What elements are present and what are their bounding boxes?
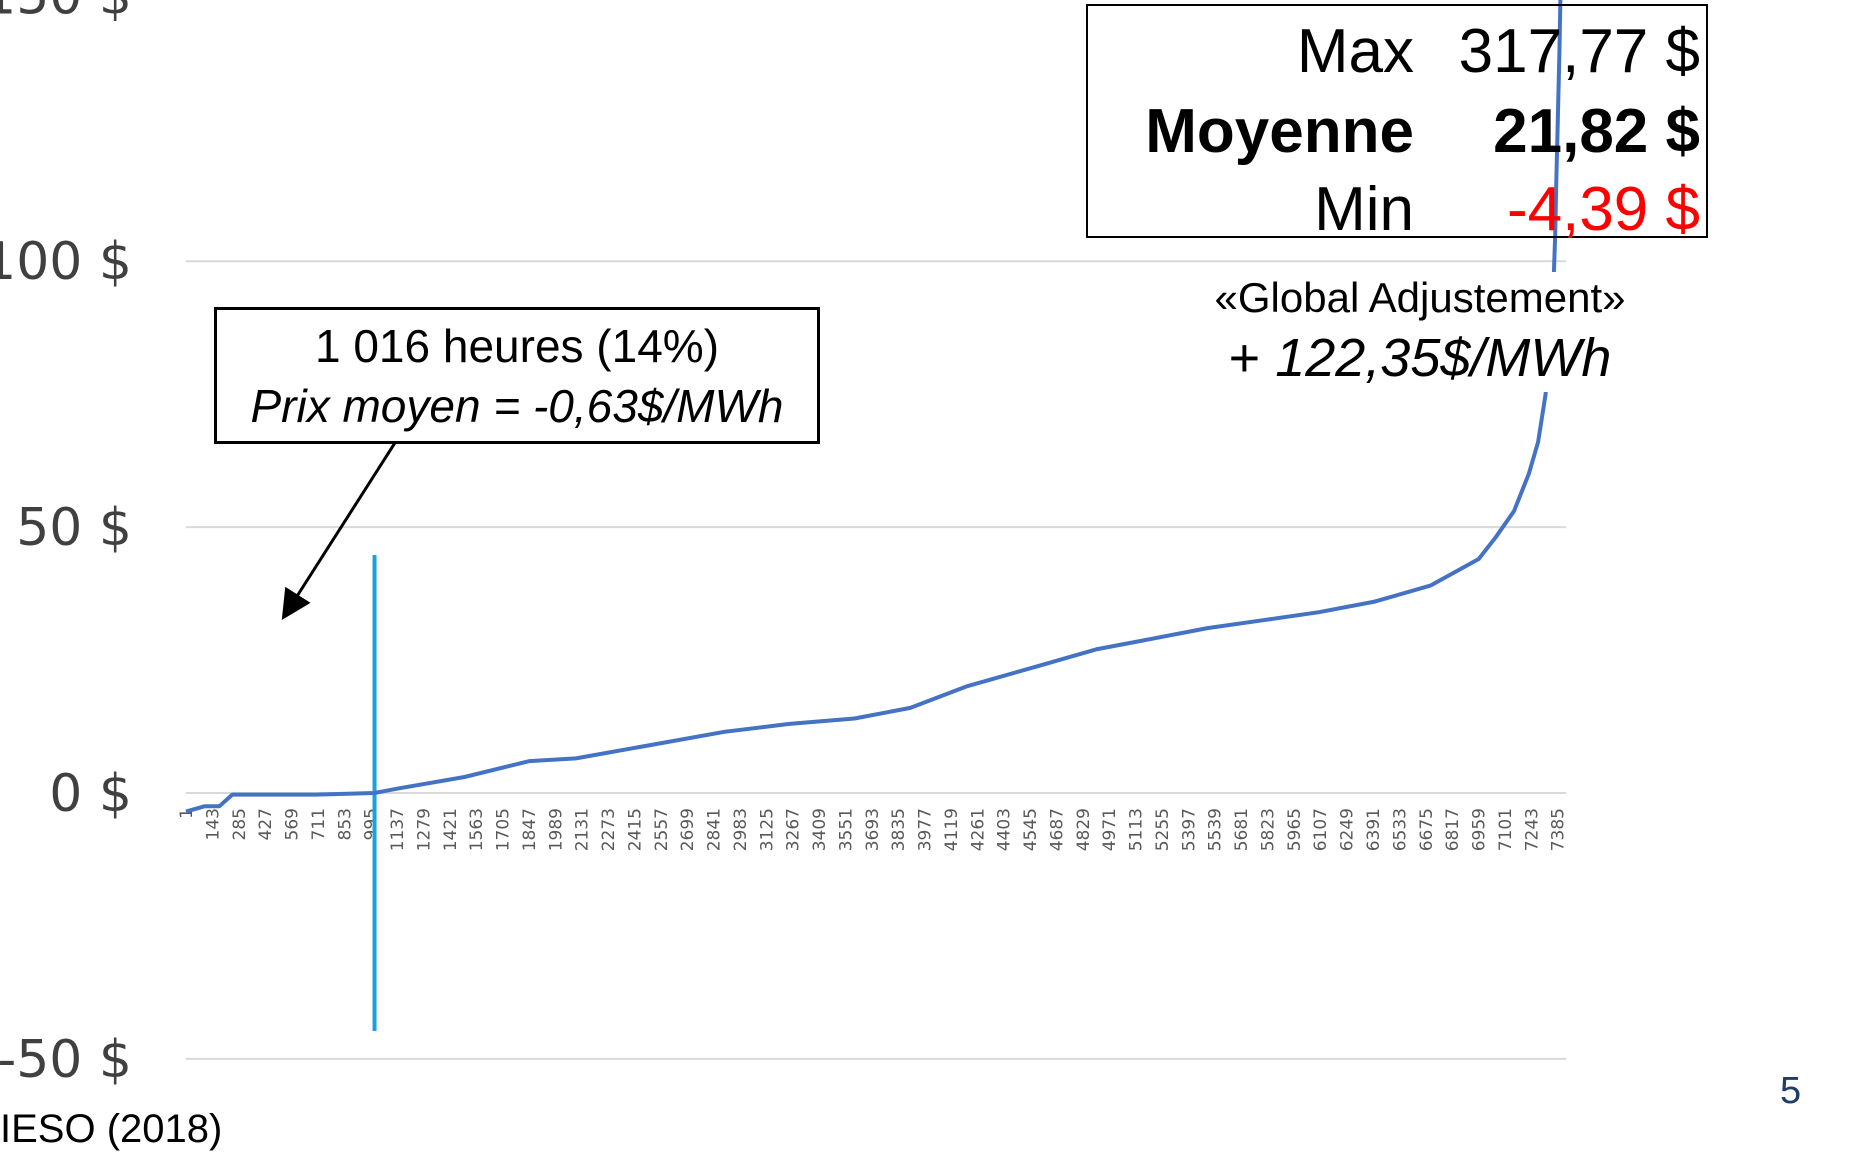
x-tick-label: 6391 <box>1364 808 1384 851</box>
x-tick-label: 6675 <box>1417 808 1437 851</box>
stat-row-max: Max 317,77 $ <box>1088 14 1706 90</box>
gridlines <box>186 260 1566 1060</box>
x-tick-label: 569 <box>283 808 303 840</box>
x-tick-label: 1421 <box>441 808 461 851</box>
callout-box: 1 016 heures (14%) Prix moyen = -0,63$/M… <box>214 307 820 444</box>
x-tick-label: 2983 <box>731 808 751 851</box>
x-tick-label: 7243 <box>1522 808 1542 851</box>
x-tick-label: 3977 <box>916 808 936 851</box>
x-tick-label: 427 <box>256 808 276 840</box>
y-tick-label: -50 $ <box>0 1030 132 1090</box>
x-tick-label: 1989 <box>546 808 566 851</box>
x-tick-label: 1705 <box>494 808 514 851</box>
y-tick-label: 50 $ <box>16 498 132 558</box>
max-label: Max <box>1296 17 1414 86</box>
y-axis-ticks: -50 $0 $50 $100 $150 $200 $250 $ <box>0 0 132 1090</box>
x-tick-label: 5113 <box>1127 808 1147 851</box>
x-tick-label: 6107 <box>1311 808 1331 851</box>
y-tick-label: 100 $ <box>0 232 132 292</box>
source-citation: IESO (2018) <box>0 1107 223 1151</box>
x-tick-label: 4403 <box>995 808 1015 851</box>
global-adjustment-note: «Global Adjustement» + 122,35$/MWh <box>1140 272 1700 392</box>
global-adjustment-value: + 122,35$/MWh <box>1140 324 1700 392</box>
x-tick-label: 5823 <box>1258 808 1278 851</box>
page-number: 5 <box>1780 1070 1802 1112</box>
mean-value: 21,82 $ <box>1493 97 1700 166</box>
x-tick-label: 3551 <box>836 808 856 851</box>
x-tick-label: 2273 <box>599 808 619 851</box>
x-tick-label: 6817 <box>1443 808 1463 851</box>
x-tick-label: 1 <box>177 808 197 819</box>
x-tick-label: 4971 <box>1100 808 1120 851</box>
x-axis-ticks: 1 143 285 427 569 711 853 995 1137 1279 1421 1563 17… <box>177 808 1569 851</box>
x-tick-label: 995 <box>362 808 382 840</box>
x-tick-label: 7385 <box>1549 808 1569 851</box>
x-tick-label: 6249 <box>1338 808 1358 851</box>
callout-hours: 1 016 heures (14%) <box>314 320 720 372</box>
callout-average-price: Prix moyen = -0,63$/MWh <box>250 380 784 432</box>
x-tick-label: 2557 <box>652 808 672 851</box>
x-tick-label: 7101 <box>1496 808 1516 851</box>
x-tick-label: 711 <box>309 808 329 840</box>
x-tick-label: 3693 <box>863 808 883 851</box>
x-tick-label: 143 <box>203 808 223 840</box>
x-tick-label: 4545 <box>1021 808 1041 851</box>
series-group <box>185 0 1563 814</box>
y-tick-label: 0 $ <box>49 764 132 824</box>
x-tick-label: 3267 <box>784 808 804 851</box>
x-tick-label: 3835 <box>889 808 909 851</box>
x-tick-label: 853 <box>335 808 355 840</box>
x-tick-label: 2415 <box>625 808 645 851</box>
x-tick-label: 4261 <box>968 808 988 851</box>
stat-row-min: Min -4,39 $ <box>1088 172 1706 248</box>
y-tick-label: 150 $ <box>0 0 132 26</box>
x-tick-label: 3409 <box>810 808 830 851</box>
x-tick-label: 5681 <box>1232 808 1252 851</box>
x-tick-label: 5965 <box>1285 808 1305 851</box>
min-value: -4,39 $ <box>1506 175 1700 244</box>
x-tick-label: 6533 <box>1390 808 1410 851</box>
min-label: Min <box>1314 175 1414 244</box>
x-tick-label: 6959 <box>1470 808 1490 851</box>
x-tick-label: 285 <box>230 808 250 840</box>
x-tick-label: 2699 <box>678 808 698 851</box>
mean-label: Moyenne <box>1145 97 1414 166</box>
x-tick-label: 4119 <box>942 808 962 851</box>
x-tick-label: 5255 <box>1153 808 1173 851</box>
stats-box: Max 317,77 $ Moyenne 21,82 $ Min -4,39 $ <box>1086 4 1708 244</box>
stat-row-mean: Moyenne 21,82 $ <box>1088 94 1706 170</box>
x-tick-label: 1279 <box>414 808 434 851</box>
x-tick-label: 5539 <box>1206 808 1226 851</box>
x-tick-label: 2841 <box>705 808 725 851</box>
x-tick-label: 1847 <box>520 808 540 851</box>
global-adjustment-rate: 122,35$/MWh <box>1275 328 1612 388</box>
x-tick-label: 1137 <box>388 808 408 851</box>
x-tick-label: 2131 <box>573 808 593 851</box>
x-tick-label: 1563 <box>467 808 487 851</box>
global-adjustment-title: «Global Adjustement» <box>1214 274 1626 321</box>
series-line <box>185 0 1563 814</box>
x-tick-label: 5397 <box>1179 808 1199 851</box>
x-tick-label: 3125 <box>757 808 777 851</box>
max-value: 317,77 $ <box>1458 17 1700 86</box>
x-tick-label: 4687 <box>1047 808 1067 851</box>
x-tick-label: 4829 <box>1074 808 1094 851</box>
global-adjustment-plus: + <box>1228 328 1261 388</box>
